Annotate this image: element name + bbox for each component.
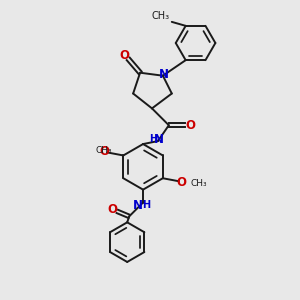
Text: O: O <box>100 145 110 158</box>
Text: O: O <box>177 176 187 189</box>
Text: CH₃: CH₃ <box>96 146 112 155</box>
Text: O: O <box>107 203 117 216</box>
Text: O: O <box>119 50 129 62</box>
Text: N: N <box>159 68 169 81</box>
Text: H: H <box>149 134 157 144</box>
Text: H: H <box>142 200 150 211</box>
Text: CH₃: CH₃ <box>190 179 207 188</box>
Text: N: N <box>154 133 164 146</box>
Text: O: O <box>186 119 196 132</box>
Text: N: N <box>133 199 143 212</box>
Text: CH₃: CH₃ <box>152 11 170 21</box>
